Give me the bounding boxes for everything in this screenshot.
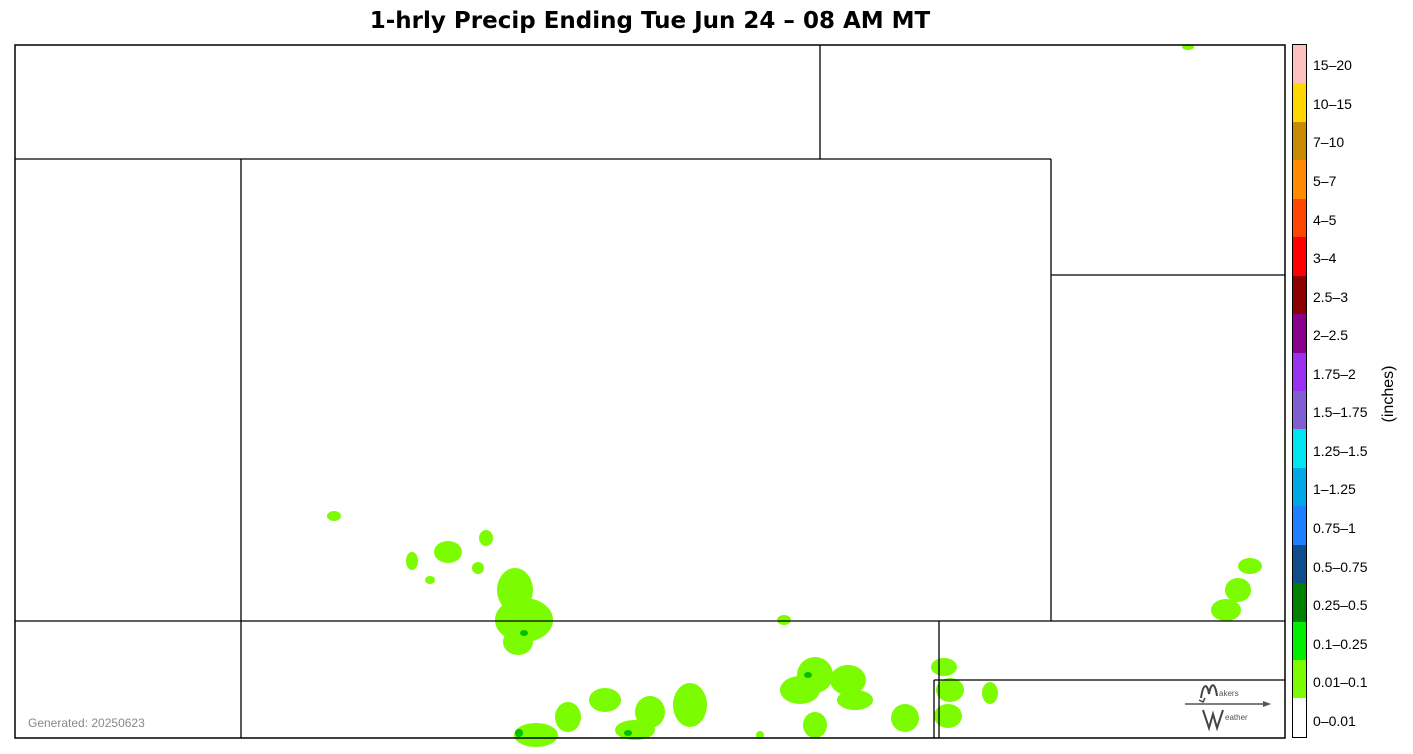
map-title: 1-hrly Precip Ending Tue Jun 24 – 08 AM … <box>369 8 931 34</box>
colorbar-segment <box>1293 275 1306 315</box>
colorbar-label: 0–0.01 <box>1313 712 1356 729</box>
colorbar-segment <box>1293 237 1306 276</box>
colorbar-segment <box>1293 198 1306 238</box>
colorbar-label: 0.25–0.5 <box>1313 597 1368 614</box>
unit-label: (inches) <box>1380 365 1397 423</box>
colorbar-label: 1.5–1.75 <box>1313 404 1368 421</box>
precip-map <box>14 44 1286 747</box>
colorbar-segment <box>1293 121 1306 161</box>
colorbar-label: 5–7 <box>1313 172 1337 189</box>
colorbar-label: 2.5–3 <box>1313 288 1349 305</box>
colorbar-segment <box>1293 506 1306 545</box>
colorbar-label: 1.25–1.5 <box>1313 442 1368 459</box>
colorbar-segment <box>1293 390 1306 430</box>
colorbar-segment <box>1293 544 1306 584</box>
colorbar-segment <box>1293 698 1306 737</box>
colorbar-label: 0.75–1 <box>1313 519 1356 536</box>
colorbar-label: 7–10 <box>1313 134 1345 151</box>
colorbar-label: 15–20 <box>1313 57 1352 74</box>
colorbar-segment <box>1293 314 1306 353</box>
colorbar-label: 10–15 <box>1313 95 1352 112</box>
colorbar-segment <box>1293 45 1306 84</box>
colorbar-label: 1–1.25 <box>1313 481 1356 498</box>
colorbar-segment <box>1293 621 1306 660</box>
logo-text-bottom: eather <box>1225 713 1248 722</box>
makers-weather-logo: akers eather <box>1183 680 1275 732</box>
generated-label: Generated: 20250623 <box>28 716 145 730</box>
colorbar-segment <box>1293 352 1306 391</box>
colorbar-label: 4–5 <box>1313 211 1337 228</box>
colorbar-label: 1.75–2 <box>1313 365 1356 382</box>
colorbar-segment <box>1293 583 1306 622</box>
colorbar-segment <box>1293 160 1306 199</box>
colorbar-segment <box>1293 467 1306 507</box>
precip-moderate-areas <box>515 630 812 737</box>
colorbar-label: 0.5–0.75 <box>1313 558 1368 575</box>
logo-text-top: akers <box>1219 689 1239 698</box>
colorbar-label: 3–4 <box>1313 250 1337 267</box>
colorbar-label: 0.01–0.1 <box>1313 674 1368 691</box>
precip-colorbar <box>1292 44 1307 738</box>
colorbar-segment <box>1293 660 1306 699</box>
colorbar-label: 2–2.5 <box>1313 327 1349 344</box>
colorbar-segment <box>1293 83 1306 122</box>
colorbar-labels: 15–20 10–15 7–10 5–7 4–5 3–4 2.5–3 2–2.5 1.75–2 1… <box>1313 44 1393 738</box>
logo-icon <box>1185 684 1271 732</box>
precip-light-areas <box>327 44 1262 747</box>
state-boundaries <box>14 44 1286 739</box>
colorbar-segment <box>1293 429 1306 468</box>
colorbar-label: 0.1–0.25 <box>1313 635 1368 652</box>
